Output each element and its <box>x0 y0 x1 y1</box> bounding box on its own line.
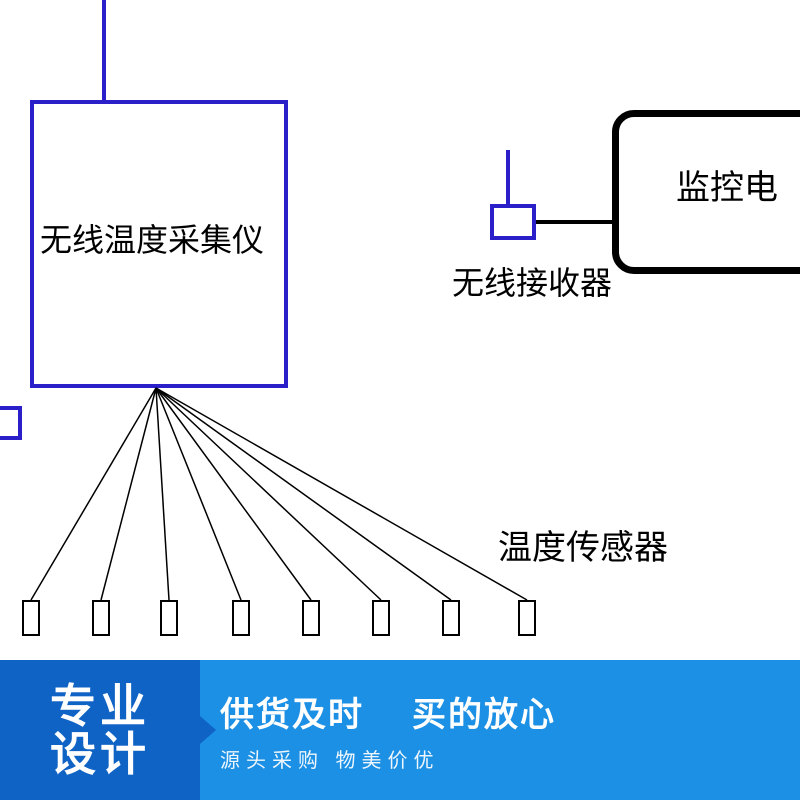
sensor-box <box>160 600 178 636</box>
banner-left-line1: 专业 <box>50 682 150 730</box>
collector-antenna <box>102 0 106 100</box>
receiver-antenna <box>506 150 510 204</box>
monitor-label: 监控电 <box>676 160 778 209</box>
sensor-box <box>302 600 320 636</box>
banner-left-line2: 设计 <box>50 730 150 778</box>
banner-slogan-1: 供货及时 <box>220 687 364 736</box>
banner-right-block: 供货及时 买的放心 源头采购 物美价优 <box>200 660 800 800</box>
sensor-box <box>442 600 460 636</box>
sensor-box <box>518 600 536 636</box>
receiver-box <box>490 204 536 240</box>
sensor-box <box>22 600 40 636</box>
bottom-banner: 专业 设计 供货及时 买的放心 源头采购 物美价优 <box>0 660 800 800</box>
receiver-connector <box>536 220 612 224</box>
diagram-canvas: 无线温度采集仪 无线接收器 监控电 温度传感器 专业 <box>0 0 800 800</box>
sensor-box <box>92 600 110 636</box>
left-partial-box <box>0 406 22 440</box>
chevron-right-icon <box>200 716 216 744</box>
banner-left-block: 专业 设计 <box>0 660 200 800</box>
sensor-box <box>232 600 250 636</box>
sensor-box <box>372 600 390 636</box>
collector-label: 无线温度采集仪 <box>40 215 264 261</box>
receiver-label: 无线接收器 <box>452 258 612 304</box>
banner-subtext: 源头采购 物美价优 <box>220 744 440 773</box>
banner-slogan-2: 买的放心 <box>412 687 556 736</box>
sensor-label: 温度传感器 <box>498 520 668 569</box>
